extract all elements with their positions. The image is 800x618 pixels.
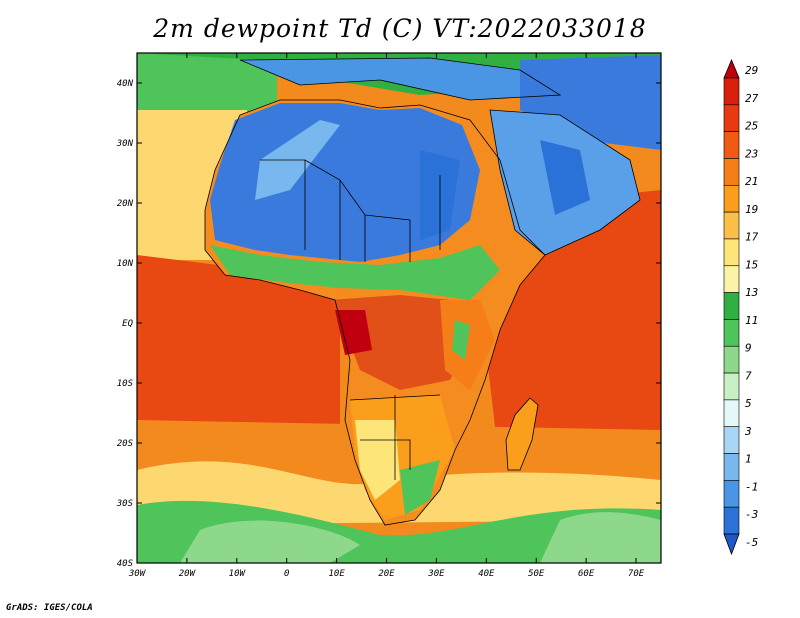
lat-label: 40S bbox=[117, 559, 134, 569]
map-title: 2m dewpoint Td (C) VT:2022033018 bbox=[153, 14, 647, 43]
colorbar-segment bbox=[723, 372, 740, 401]
lon-label: 30W bbox=[128, 569, 147, 579]
lon-label: 40E bbox=[478, 569, 495, 579]
colorbar-label: 21 bbox=[745, 175, 758, 188]
colorbar-segment bbox=[723, 426, 740, 454]
colorbar-label: 23 bbox=[745, 147, 758, 160]
lat-label: 30N bbox=[116, 139, 134, 149]
longitude-labels: 30W 20W 10W 0 10E 20E 30E 40E 50E 60E 70E bbox=[128, 569, 645, 579]
colorbar: 29 27 25 23 21 19 17 15 13 11 9 7 5 3 1 -1 -3 -5 bbox=[723, 58, 759, 556]
lon-label: 10W bbox=[229, 569, 247, 579]
lon-label: 20W bbox=[179, 569, 197, 579]
colorbar-segment bbox=[723, 399, 740, 428]
colorbar-label: 13 bbox=[745, 286, 758, 299]
colorbar-segment bbox=[723, 292, 740, 320]
colorbar-segment bbox=[723, 131, 740, 159]
colorbar-label: 19 bbox=[745, 203, 758, 216]
lon-label: 70E bbox=[628, 569, 645, 579]
colorbar-segment bbox=[723, 345, 740, 374]
lat-label: 20N bbox=[117, 199, 134, 209]
colorbar-label: 25 bbox=[745, 120, 758, 133]
colorbar-segment bbox=[723, 158, 740, 186]
lon-label: 30E bbox=[427, 569, 445, 579]
colorbar-segment bbox=[723, 211, 740, 240]
colorbar-label: -3 bbox=[745, 508, 758, 521]
colorbar-segment bbox=[723, 506, 740, 535]
madagascar bbox=[506, 398, 538, 470]
colorbar-label: 17 bbox=[745, 231, 759, 244]
lat-label: 10S bbox=[117, 379, 134, 389]
colorbar-segment bbox=[723, 265, 740, 293]
colorbar-segment bbox=[723, 319, 740, 347]
sahara bbox=[210, 103, 480, 262]
colorbar-label: 9 bbox=[745, 342, 752, 355]
colorbar-label: -5 bbox=[745, 536, 758, 549]
colorbar-label: 27 bbox=[745, 92, 759, 105]
colorbar-label: 15 bbox=[745, 258, 758, 271]
lat-label: 30S bbox=[116, 499, 134, 509]
colorbar-segment bbox=[723, 104, 740, 132]
colorbar-segment bbox=[723, 453, 740, 481]
colorbar-segment bbox=[723, 480, 740, 508]
borders bbox=[204, 57, 641, 526]
colorbar-segment bbox=[723, 77, 740, 106]
lon-label: 60E bbox=[578, 569, 595, 579]
lon-label: 50E bbox=[528, 569, 545, 579]
colorbar-label: -1 bbox=[745, 480, 758, 493]
colorbar-segment bbox=[723, 184, 740, 213]
lat-label: 40N bbox=[117, 79, 134, 89]
lat-label: 20S bbox=[117, 439, 134, 449]
colorbar-label: 3 bbox=[744, 425, 752, 438]
lat-label: 10N bbox=[117, 259, 134, 269]
latitude-labels: 40N 30N 20N 10N EQ 10S 20S 30S 40S bbox=[116, 79, 134, 569]
lon-label: 0 bbox=[284, 569, 289, 579]
colorbar-label: 1 bbox=[745, 453, 752, 466]
colorbar-top-arrow bbox=[723, 58, 740, 79]
colorbar-label: 29 bbox=[745, 64, 758, 77]
sahel-belt bbox=[210, 245, 500, 300]
colorbar-label: 7 bbox=[745, 369, 752, 382]
lat-label: EQ bbox=[122, 319, 133, 329]
colorbar-bottom-arrow bbox=[723, 533, 740, 556]
colorbar-label: 11 bbox=[745, 314, 758, 327]
colorbar-label: 5 bbox=[745, 397, 752, 410]
axis-ticks bbox=[136, 53, 661, 564]
tropical-atlantic bbox=[137, 255, 340, 450]
grads-credit: GrADS: IGES/COLA bbox=[6, 603, 93, 613]
map-field bbox=[137, 53, 661, 563]
europe-blue bbox=[240, 58, 560, 100]
lon-label: 20E bbox=[378, 569, 395, 579]
lon-label: 10E bbox=[328, 569, 345, 579]
colorbar-segment bbox=[723, 238, 740, 267]
plot-frame bbox=[136, 52, 662, 564]
